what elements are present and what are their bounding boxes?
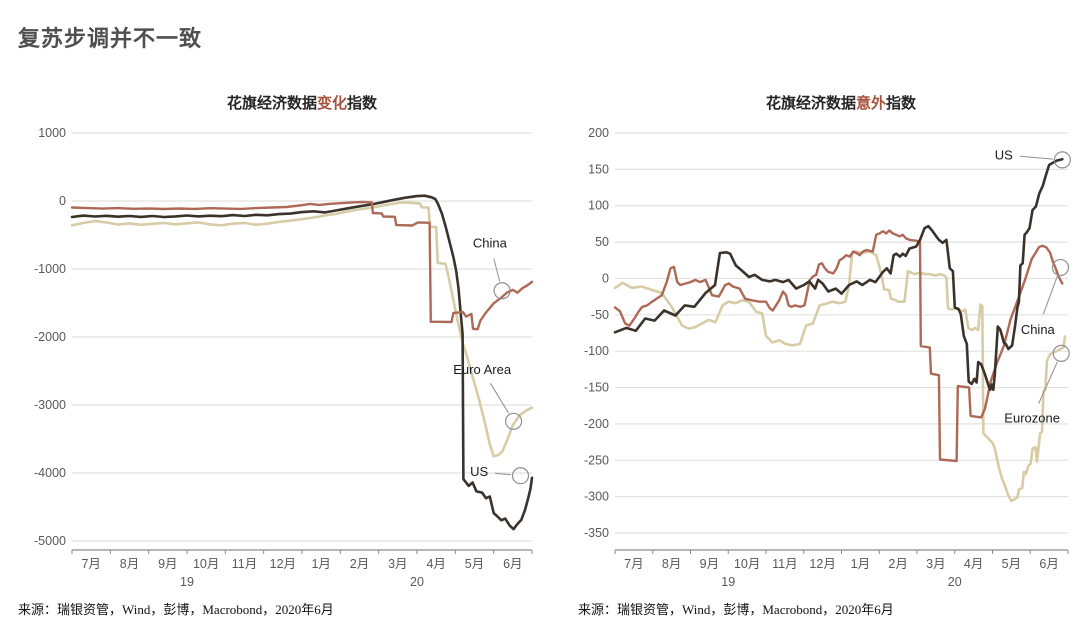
x-tick-label: 5月 [465, 557, 484, 571]
x-tick-label: 2月 [350, 557, 369, 571]
y-tick-label: -150 [584, 381, 609, 395]
callout-circle-eurozone [1052, 344, 1070, 362]
chart-canvas-surprise-index: 200 150 100 50 0 -50 -100 -150 -200 -250 -300 -350 7… [584, 126, 1071, 589]
year-label: 20 [410, 575, 424, 589]
callout-pointer-china [1042, 276, 1058, 315]
x-tick-label: 5月 [1002, 557, 1021, 571]
y-tick-label: -3000 [34, 398, 66, 412]
y-tick-label: 100 [588, 199, 609, 213]
x-tick-label: 9月 [158, 557, 177, 571]
series-label-us: US [470, 464, 488, 479]
chart-title-prefix: 花旗经济数据 [226, 95, 317, 112]
year-label: 19 [180, 575, 194, 589]
callout-pointer-eurozone [1038, 361, 1058, 404]
chart-title-highlight: 变化 [316, 95, 347, 112]
y-tick-label: 0 [602, 271, 609, 285]
series-line-eurozone [613, 250, 1067, 503]
year-label: 20 [948, 575, 962, 589]
callout-circle-us [511, 467, 530, 485]
x-tick-label: 12月 [809, 557, 835, 571]
page-title: 复苏步调并不一致 [18, 25, 203, 51]
y-tick-label: -1000 [34, 262, 66, 276]
series-label-eurozone: Eurozone [1004, 411, 1060, 426]
y-tick-label: -2000 [34, 330, 66, 344]
x-tick-label: 1月 [311, 557, 330, 571]
chart-title-suffix: 指数 [886, 95, 917, 112]
callout-pointer-china [493, 258, 501, 282]
x-tick-label: 7月 [624, 557, 643, 571]
x-tick-label: 3月 [926, 557, 945, 571]
y-tick-label: -5000 [34, 534, 66, 548]
x-tick-label: 7月 [81, 557, 100, 571]
chart-title-suffix: 指数 [347, 95, 378, 112]
series-label-us: US [995, 147, 1013, 162]
x-tick-label: 11月 [232, 557, 257, 571]
series-label-china: China [1021, 322, 1056, 337]
callout-pointer-euro-area [490, 383, 510, 414]
series-label-china: China [473, 236, 508, 251]
chart-title-surprise-index: 花旗经济数据意外指数 [571, 92, 1080, 113]
series-line-euro-area [70, 201, 534, 458]
x-tick-label: 10月 [734, 557, 760, 571]
x-tick-label: 8月 [662, 557, 681, 571]
x-tick-label: 2月 [888, 557, 907, 571]
x-tick-label: 10月 [193, 557, 219, 571]
y-tick-label: 50 [595, 235, 609, 249]
callout-pointer-us [494, 472, 512, 476]
chart-title-change-index: 花旗经济数据变化指数 [32, 92, 572, 113]
y-tick-label: -350 [584, 526, 609, 540]
source-note-right: 来源：瑞银资管，Wind，彭博，Macrobond，2020年6月 [578, 602, 894, 617]
source-note-left: 来源：瑞银资管，Wind，彭博，Macrobond，2020年6月 [18, 602, 334, 617]
x-tick-label: 9月 [700, 557, 719, 571]
y-tick-label: -4000 [34, 466, 66, 480]
series-line-china [613, 229, 1064, 463]
y-tick-label: 0 [59, 194, 66, 208]
series-line-us [70, 194, 534, 531]
x-tick-label: 4月 [964, 557, 983, 571]
callout-pointer-us [1019, 155, 1053, 160]
series-line-us [613, 157, 1064, 392]
year-label: 19 [721, 575, 735, 589]
series-label-euro-area: Euro Area [453, 362, 512, 377]
series-line-china [70, 200, 534, 331]
y-tick-label: 200 [588, 126, 609, 140]
x-tick-label: 12月 [270, 557, 296, 571]
y-tick-label: -100 [584, 344, 609, 358]
y-tick-label: 1000 [38, 126, 66, 140]
callout-circle-china [493, 282, 511, 300]
y-tick-label: -250 [584, 453, 609, 467]
callout-circle-china [1051, 258, 1070, 277]
callout-circle-us [1053, 151, 1071, 169]
callout-circle-euro-area [504, 412, 523, 430]
x-tick-label: 4月 [426, 557, 445, 571]
x-tick-label: 6月 [503, 557, 522, 571]
y-tick-label: 150 [588, 162, 609, 176]
chart-title-highlight: 意外 [855, 95, 886, 112]
x-tick-label: 8月 [120, 557, 139, 571]
x-tick-label: 1月 [851, 557, 870, 571]
chart-title-prefix: 花旗经济数据 [765, 95, 856, 112]
y-tick-label: -300 [584, 490, 609, 504]
x-tick-label: 6月 [1039, 557, 1058, 571]
chart-canvas-change-index: 1000 0 -1000 -2000 -3000 -4000 -5000 7月 8月 9月 10月 1… [34, 126, 534, 589]
x-tick-label: 11月 [772, 557, 797, 571]
y-tick-label: -50 [591, 308, 609, 322]
y-tick-label: -200 [584, 417, 609, 431]
x-tick-label: 3月 [388, 557, 407, 571]
